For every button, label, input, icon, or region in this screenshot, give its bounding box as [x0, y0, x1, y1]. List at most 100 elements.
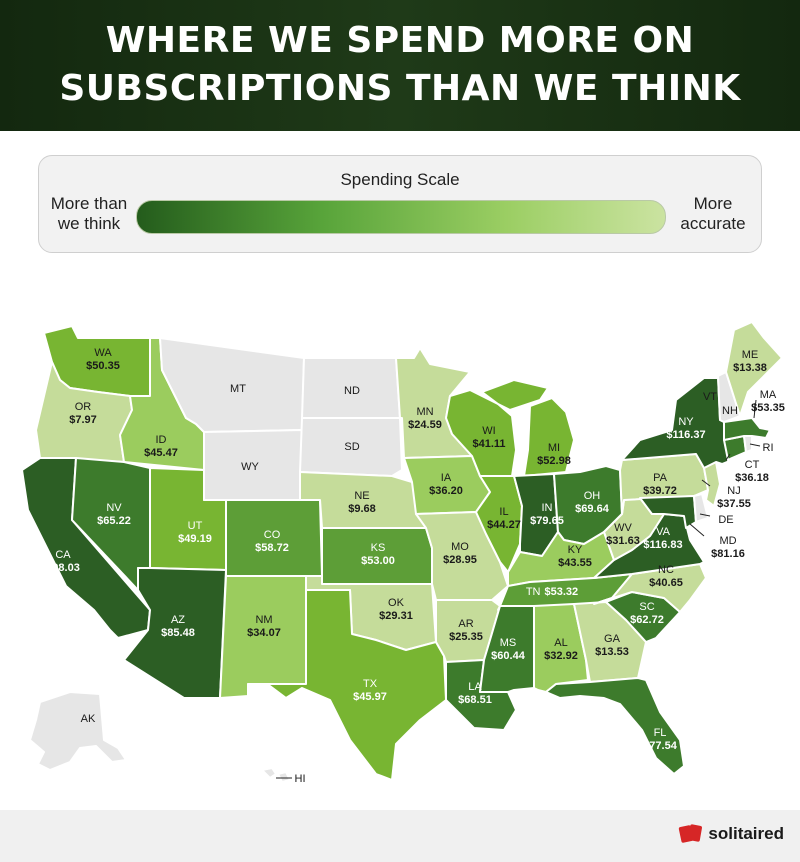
label-ga-value: $13.53: [595, 646, 629, 658]
label-nc-value: $40.65: [649, 577, 683, 589]
label-ct-value: $36.18: [735, 472, 769, 484]
svg-text:AL$32.92: AL $32.92: [544, 637, 578, 662]
label-oh-abbr: OH: [584, 490, 601, 502]
svg-text:NC$40.65: NC $40.65: [649, 564, 683, 589]
label-ny-value: $116.37: [666, 429, 705, 441]
label-ks-value: $53.00: [361, 555, 395, 567]
label-sd-abbr: SD: [344, 441, 359, 453]
label-ks-abbr: KS: [371, 542, 386, 554]
svg-text:IL$44.27: IL $44.27: [487, 506, 521, 531]
state-tx: [247, 589, 447, 781]
svg-text:KY$43.55: KY $43.55: [558, 544, 592, 569]
label-ut-value: $49.19: [178, 533, 212, 545]
label-nm-abbr: NM: [255, 614, 272, 626]
state-nc: [593, 563, 707, 613]
label-id-abbr: ID: [156, 434, 167, 446]
svg-text:IA$36.20: IA $36.20: [429, 472, 463, 497]
svg-text:MO$28.95: MO $28.95: [443, 541, 477, 566]
label-nc-abbr: NC: [658, 564, 674, 576]
label-vt-abbr: VT: [703, 391, 717, 403]
label-wi-value: $41.11: [472, 438, 505, 450]
label-sc-value: $62.72: [630, 614, 664, 626]
label-tn-abbr: TN: [526, 586, 541, 598]
spending-scale-legend: Spending Scale More than we think More a…: [38, 155, 762, 253]
svg-text:NJ$37.55: NJ $37.55: [717, 485, 751, 510]
label-in-abbr: IN: [542, 502, 553, 514]
label-pa-value: $39.72: [643, 485, 677, 497]
svg-text:NV$65.22: NV $65.22: [97, 502, 131, 527]
label-ok-value: $29.31: [379, 610, 413, 622]
svg-text:WV$31.63: WV $31.63: [606, 522, 640, 547]
leader-lines: [276, 399, 761, 779]
svg-text:AR$25.35: AR $25.35: [449, 618, 483, 643]
svg-text:OR$7.97: OR $7.97: [69, 401, 97, 426]
label-me-value: $13.38: [733, 362, 767, 374]
label-ma-abbr: MA: [760, 389, 777, 401]
label-tx-value: $45.97: [353, 691, 387, 703]
state-sd: [299, 417, 403, 477]
label-co-value: $58.72: [255, 542, 289, 554]
label-wy-abbr: WY: [241, 461, 259, 473]
label-nh-abbr: NH: [722, 405, 738, 417]
label-mn-value: $24.59: [408, 419, 442, 431]
label-sc-abbr: SC: [639, 601, 654, 613]
svg-text:NY$116.37: NY $116.37: [666, 416, 705, 441]
label-hi-abbr: HI: [295, 773, 306, 785]
label-md-value: $81.16: [711, 548, 745, 560]
svg-text:AZ$85.48: AZ $85.48: [161, 614, 195, 639]
label-wa-abbr: WA: [94, 347, 112, 359]
label-az-value: $85.48: [161, 627, 195, 639]
label-or-abbr: OR: [75, 401, 92, 413]
svg-text:PA$39.72: PA $39.72: [643, 472, 677, 497]
label-ar-abbr: AR: [458, 618, 473, 630]
label-ia-value: $36.20: [429, 485, 463, 497]
label-fl-abbr: FL: [654, 727, 667, 739]
legend-title: Spending Scale: [340, 170, 460, 189]
label-il-value: $44.27: [487, 519, 521, 531]
label-or-value: $7.97: [69, 414, 97, 426]
svg-text:CO$58.72: CO $58.72: [255, 529, 289, 554]
label-il-abbr: IL: [499, 506, 508, 518]
state-hi-2: [277, 771, 291, 783]
label-ut-abbr: UT: [188, 520, 203, 532]
label-al-abbr: AL: [554, 637, 567, 649]
label-ca-abbr: CA: [55, 549, 71, 561]
svg-text:ME$13.38: ME $13.38: [733, 349, 767, 374]
svg-text:WI$41.11: WI $41.11: [472, 425, 505, 450]
label-al-value: $32.92: [544, 650, 578, 662]
state-ak: [29, 691, 127, 771]
svg-text:MN$24.59: MN $24.59: [408, 406, 442, 431]
label-ak-abbr: AK: [81, 713, 96, 725]
label-tn-value: $53.32: [545, 586, 579, 598]
label-md-abbr: MD: [719, 535, 736, 547]
svg-text:NM$34.07: NM $34.07: [247, 614, 281, 639]
label-va-abbr: VA: [656, 526, 671, 538]
svg-text:IN$79.65: IN $79.65: [530, 502, 564, 527]
label-ma-value: $53.35: [751, 402, 785, 414]
label-in-value: $79.65: [530, 515, 564, 527]
svg-text:MA$53.35: MA $53.35: [751, 389, 785, 414]
label-wv-abbr: WV: [614, 522, 632, 534]
svg-text:CT$36.18: CT $36.18: [735, 459, 769, 484]
label-co-abbr: CO: [264, 529, 281, 541]
label-oh-value: $69.64: [575, 503, 610, 515]
legend-gradient-bar: [136, 200, 666, 234]
label-ky-abbr: KY: [568, 544, 583, 556]
svg-text:MI$52.98: MI $52.98: [537, 442, 571, 467]
label-nj-abbr: NJ: [727, 485, 740, 497]
label-pa-abbr: PA: [653, 472, 668, 484]
label-nm-value: $34.07: [247, 627, 281, 639]
label-mo-abbr: MO: [451, 541, 469, 553]
state-fl: [545, 677, 685, 775]
label-mo-value: $28.95: [443, 554, 477, 566]
state-az: [123, 567, 227, 699]
label-fl-value: $77.54: [643, 740, 678, 752]
svg-text:MD$81.16: MD $81.16: [711, 535, 745, 560]
svg-text:KS$53.00: KS $53.00: [361, 542, 395, 567]
label-me-abbr: ME: [742, 349, 759, 361]
label-ky-value: $43.55: [558, 557, 592, 569]
label-ne-abbr: NE: [354, 490, 369, 502]
label-wv-value: $31.63: [606, 535, 640, 547]
state-mi-upper: [481, 379, 549, 411]
label-mi-abbr: MI: [548, 442, 560, 454]
